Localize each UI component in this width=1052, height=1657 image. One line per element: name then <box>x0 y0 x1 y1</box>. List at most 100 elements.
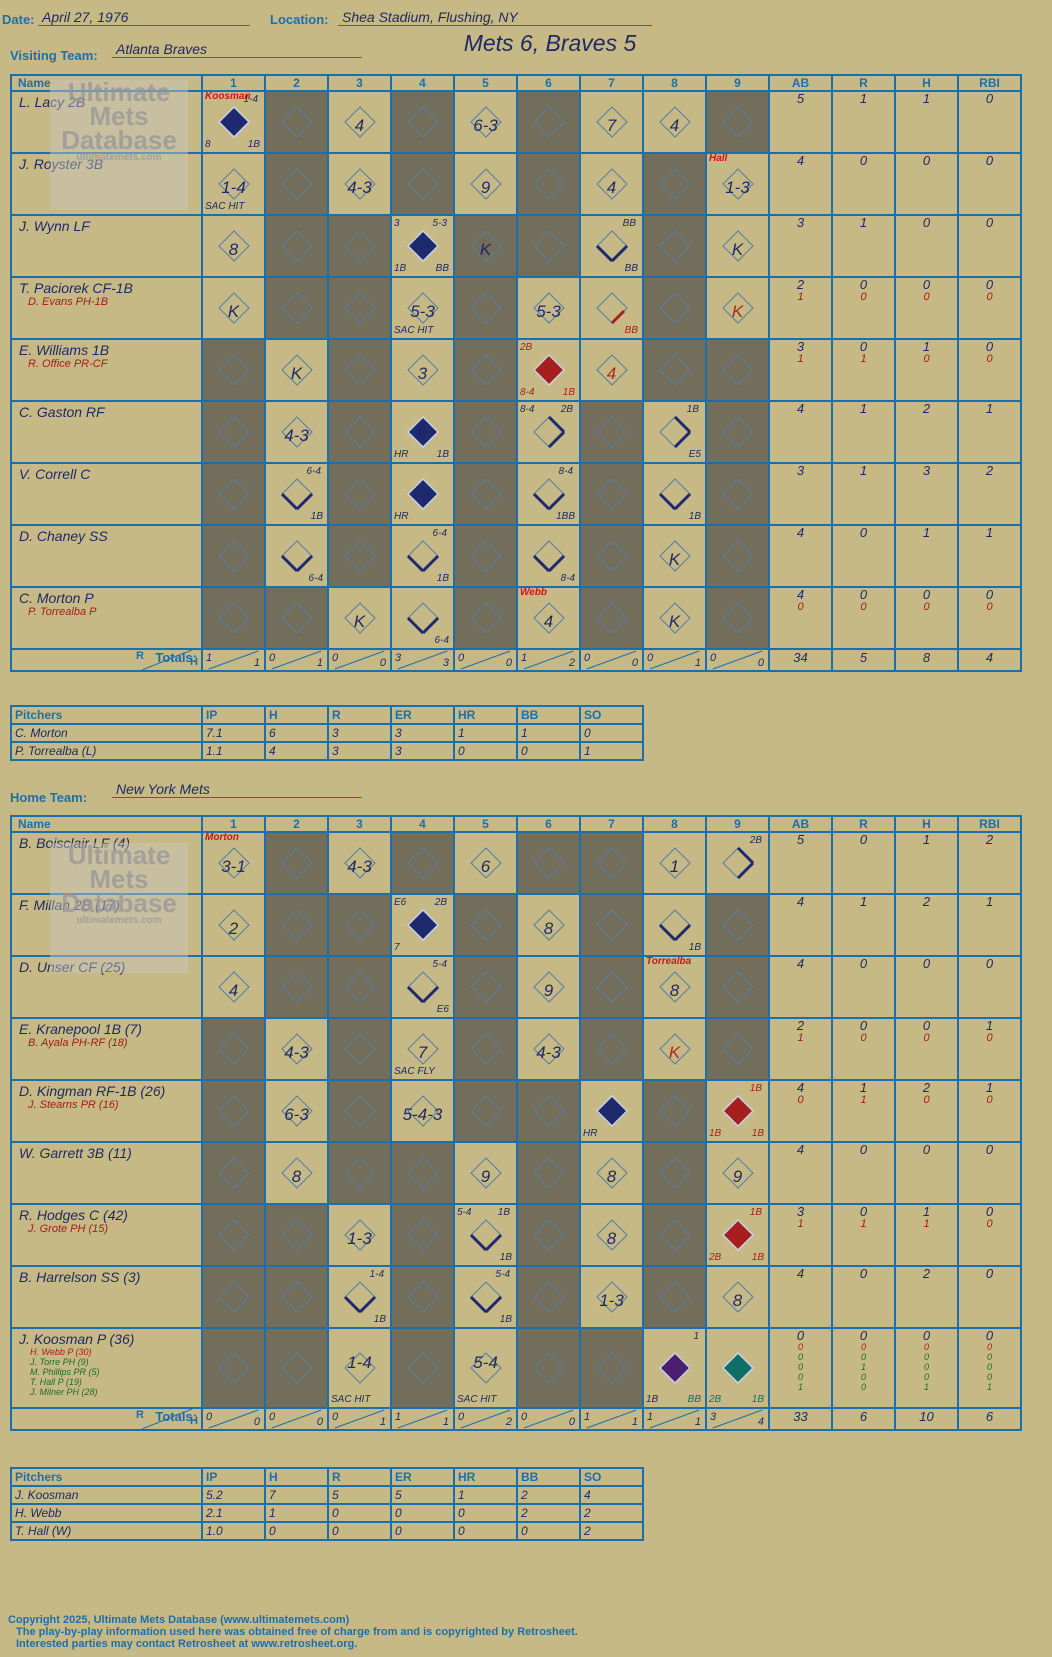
base-diamond <box>343 478 376 510</box>
play-result: 4 <box>228 981 239 1000</box>
play-note: 6-4 <box>434 635 449 646</box>
stat-value: 0 <box>985 956 994 971</box>
base-diamond <box>217 416 250 448</box>
inning-cell: 1-4 SAC HIT <box>327 1327 392 1409</box>
column-header: RBI <box>957 815 1022 833</box>
sub-stat-value: 1 <box>860 1218 867 1230</box>
inning-cell: 3 <box>390 338 455 402</box>
play-result: 1 <box>669 857 680 876</box>
base-diamond <box>343 971 376 1003</box>
base-diamond <box>721 847 754 879</box>
column-header: 8 <box>642 815 707 833</box>
pitching-header: HR <box>453 705 518 725</box>
inning-cell <box>327 955 392 1019</box>
player-name-cell: L. Lacy 2B <box>10 90 203 154</box>
base-diamond <box>406 168 439 200</box>
base-diamond <box>595 909 628 941</box>
base-diamond <box>658 602 691 634</box>
stat-value: 4 <box>796 894 805 909</box>
base-diamond <box>217 230 250 262</box>
inning-hits: 0 <box>505 657 512 669</box>
sub-stat-value: 1 <box>797 1218 804 1230</box>
inning-cell <box>201 338 266 402</box>
total-stat: 10 <box>894 1407 959 1431</box>
total-stat: 6 <box>831 1407 896 1431</box>
inning-cell <box>642 338 707 402</box>
pitcher-change-tag: Morton <box>205 832 239 843</box>
inning-cell <box>579 1017 644 1081</box>
stat-value: 1 <box>859 1080 868 1095</box>
inning-runs: 0 <box>458 1411 465 1423</box>
base-diamond <box>280 354 313 386</box>
sub-stat-value: 0 <box>923 291 930 303</box>
sub-stat-value: 0 <box>923 1362 929 1372</box>
pitcher-change-tag: Hall <box>709 153 728 164</box>
player-name: J. Wynn LF <box>19 218 90 234</box>
base-diamond <box>532 1352 565 1384</box>
player-name-cell: E. Williams 1B R. Office PR-CF <box>10 338 203 402</box>
inning-runs: 0 <box>458 652 465 664</box>
sub-stat-value: 0 <box>986 1362 992 1372</box>
inning-cell: K <box>264 338 329 402</box>
inning-cell: K <box>705 214 770 278</box>
sub-stat-value: 0 <box>860 1342 866 1352</box>
inning-cell <box>642 1203 707 1267</box>
column-header: 7 <box>579 74 644 92</box>
inning-cell: HR <box>579 1079 644 1143</box>
inning-cell <box>264 893 329 957</box>
play-result: 5-4-3 <box>402 1105 443 1124</box>
inning-cell <box>642 152 707 216</box>
base-diamond <box>532 478 565 510</box>
player-row: C. Morton P P. Torrealba P K 6-4 4 Webb K 4 0 0 0 0… <box>10 586 1022 650</box>
stat-value: 0 <box>985 215 994 230</box>
inning-hits: 1 <box>442 1416 449 1428</box>
play-note: 2B <box>520 342 533 353</box>
base-diamond <box>595 354 628 386</box>
play-note: 1B <box>373 1314 386 1325</box>
base-diamond <box>658 230 691 262</box>
base-diamond <box>658 416 691 448</box>
inning-cell: 1B <box>642 893 707 957</box>
base-diamond <box>280 1281 313 1313</box>
stat-cell: 3 <box>768 462 833 526</box>
inning-cell: 9 <box>453 1141 518 1205</box>
inning-hits: 1 <box>316 657 323 669</box>
sub-stat-value: 1 <box>923 1218 930 1230</box>
inning-runs: 0 <box>647 652 654 664</box>
player-name: L. Lacy 2B <box>19 94 86 110</box>
play-note: 1B <box>310 511 323 522</box>
inning-runs: 0 <box>332 652 339 664</box>
pitching-stat: 0 <box>453 1503 518 1523</box>
inning-cell: 8 <box>516 893 581 957</box>
base-diamond <box>343 1157 376 1189</box>
player-name: J. Koosman P (36) <box>19 1331 135 1347</box>
sub-stat-value: 0 <box>923 601 930 613</box>
base-diamond <box>595 106 628 138</box>
base-diamond <box>280 230 313 262</box>
totals-r-label: R <box>136 1409 144 1421</box>
play-note: BB <box>624 263 638 274</box>
player-row: R. Hodges C (42) J. Grote PH (15) 1-3 5-4 1B… <box>10 1203 1022 1267</box>
inning-cell <box>390 1327 455 1409</box>
pitching-stat: 3 <box>390 741 455 761</box>
base-diamond <box>721 909 754 941</box>
play-note: 1B <box>499 1252 512 1263</box>
inning-runs: 1 <box>521 652 528 664</box>
player-name: V. Correll C <box>19 466 91 482</box>
stat-value: 2 <box>796 1018 805 1033</box>
stat-value: 0 <box>859 525 868 540</box>
base-diamond <box>532 847 565 879</box>
inning-cell: 5-4 1B <box>453 1265 518 1329</box>
play-result: K <box>479 240 492 259</box>
stat-value: 0 <box>922 956 931 971</box>
inning-cell <box>264 955 329 1019</box>
